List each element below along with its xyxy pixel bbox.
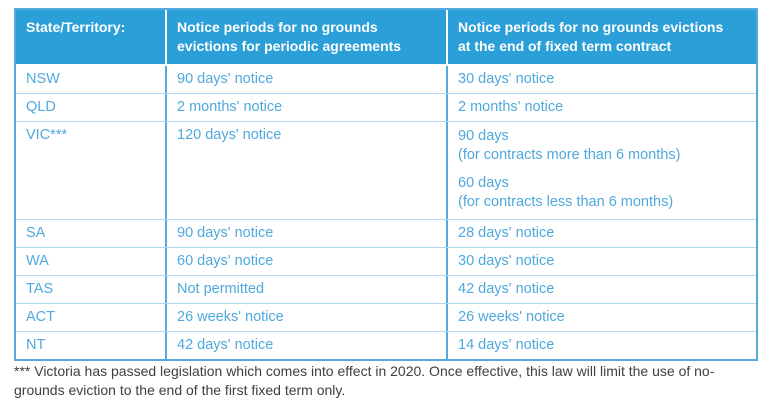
cell-periodic: 60 days' notice xyxy=(167,248,448,275)
cell-fixed: 2 months' notice xyxy=(458,99,564,115)
cell-fixed: 42 days' notice xyxy=(458,281,555,297)
cell-fixed: 30 days' notice xyxy=(458,253,555,269)
cell-state: NSW xyxy=(16,66,167,93)
cell-fixed: 26 weeks' notice xyxy=(458,309,565,325)
cell-periodic: 2 months' notice xyxy=(167,94,448,121)
header-cell-state: State/Territory: xyxy=(16,10,167,64)
option-days: 60 days xyxy=(458,175,509,191)
header-fixed-line1: Notice periods for no grounds evictions xyxy=(458,19,724,35)
footnote: *** Victoria has passed legislation whic… xyxy=(14,363,715,398)
cell-state: ACT xyxy=(16,304,167,331)
option-condition: (for contracts less than 6 months) xyxy=(458,194,674,210)
cell-fixed: 30 days' notice xyxy=(458,71,555,87)
eviction-notice-table: State/Territory: Notice periods for no g… xyxy=(14,8,758,361)
cell-state: VIC*** xyxy=(16,122,167,219)
table-row-sa: SA 90 days' notice 28 days' notice xyxy=(16,219,756,247)
table-header-row: State/Territory: Notice periods for no g… xyxy=(16,10,756,66)
option-condition: (for contracts more than 6 months) xyxy=(458,147,681,163)
table-row-vic: VIC*** 120 days' notice 90 days (for con… xyxy=(16,121,756,219)
cell-periodic: 26 weeks' notice xyxy=(167,304,448,331)
cell-periodic: 90 days' notice xyxy=(167,66,448,93)
cell-fixed: 90 days (for contracts more than 6 month… xyxy=(448,122,756,219)
cell-state: TAS xyxy=(16,276,167,303)
fixed-term-option: 60 days (for contracts less than 6 month… xyxy=(458,174,750,212)
header-periodic-line2: evictions for periodic agreements xyxy=(177,38,402,54)
table-row-qld: QLD 2 months' notice 2 months' notice xyxy=(16,93,756,121)
table-row-wa: WA 60 days' notice 30 days' notice xyxy=(16,247,756,275)
cell-state: SA xyxy=(16,220,167,247)
header-cell-fixed: Notice periods for no grounds evictions … xyxy=(448,10,756,64)
cell-fixed: 14 days' notice xyxy=(458,337,555,353)
table-row-nt: NT 42 days' notice 14 days' notice xyxy=(16,331,756,359)
table-row-nsw: NSW 90 days' notice 30 days' notice xyxy=(16,66,756,93)
table-row-act: ACT 26 weeks' notice 26 weeks' notice xyxy=(16,303,756,331)
header-state-label: State/Territory: xyxy=(26,19,126,35)
cell-fixed: 28 days' notice xyxy=(458,225,555,241)
cell-periodic: Not permitted xyxy=(167,276,448,303)
header-periodic-line1: Notice periods for no grounds xyxy=(177,19,378,35)
cell-state: NT xyxy=(16,332,167,359)
cell-state: WA xyxy=(16,248,167,275)
option-days: 90 days xyxy=(458,128,509,144)
table-row-tas: TAS Not permitted 42 days' notice xyxy=(16,275,756,303)
cell-periodic: 42 days' notice xyxy=(167,332,448,359)
cell-periodic: 120 days' notice xyxy=(167,122,448,219)
cell-periodic: 90 days' notice xyxy=(167,220,448,247)
header-cell-periodic: Notice periods for no grounds evictions … xyxy=(167,10,448,64)
cell-state: QLD xyxy=(16,94,167,121)
fixed-term-option: 90 days (for contracts more than 6 month… xyxy=(458,127,750,165)
header-fixed-line2: at the end of fixed term contract xyxy=(458,38,672,54)
